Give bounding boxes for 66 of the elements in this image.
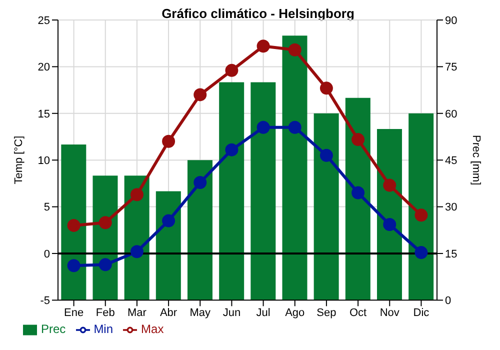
- point: [194, 88, 207, 102]
- point: [130, 245, 144, 258]
- y2-tick-label: 90: [445, 14, 458, 27]
- point: [130, 188, 144, 202]
- point: [98, 216, 112, 230]
- point: [225, 143, 238, 156]
- x-tick-label: Abr: [160, 306, 178, 319]
- x-tick-label: Oct: [349, 306, 367, 319]
- y-tick-label: 15: [38, 108, 50, 120]
- bar: [250, 82, 276, 300]
- x-tick-label: Jun: [222, 306, 241, 319]
- bar: [282, 36, 308, 300]
- y2-tick-label: 45: [445, 154, 458, 167]
- bar: [156, 191, 181, 300]
- legend-label: Prec: [41, 322, 66, 336]
- chart-title: Gráfico climático - Helsingborg: [162, 6, 354, 21]
- x-tick-label: Nov: [380, 306, 400, 319]
- bar: [345, 98, 370, 300]
- point: [194, 176, 207, 189]
- point: [352, 186, 365, 200]
- y2-tick-label: 60: [445, 108, 458, 120]
- point: [352, 133, 365, 146]
- y-tick-label: 25: [38, 14, 50, 27]
- bar: [61, 144, 86, 300]
- y-tick-label: 10: [38, 154, 50, 167]
- y-tick-label: -5: [40, 295, 50, 308]
- point: [414, 208, 428, 222]
- point: [67, 218, 80, 232]
- point: [162, 214, 176, 228]
- point: [288, 43, 302, 56]
- point: [320, 148, 333, 162]
- bar: [187, 160, 212, 300]
- point: [320, 82, 333, 95]
- point: [383, 178, 396, 192]
- legend-label: Max: [141, 322, 164, 336]
- point: [98, 258, 112, 272]
- legend-label: Min: [94, 322, 114, 336]
- point: [67, 259, 80, 272]
- x-tick-label: Jul: [256, 306, 270, 319]
- y-axis-title: Temp [°C]: [12, 136, 25, 184]
- bar: [219, 82, 244, 300]
- x-tick-label: Sep: [316, 306, 336, 319]
- y-tick-label: 5: [44, 202, 50, 214]
- x-tick-label: Ene: [64, 306, 84, 319]
- x-tick-label: Mar: [127, 306, 147, 319]
- x-tick-label: Dic: [413, 306, 430, 319]
- y-tick-label: 20: [38, 62, 50, 74]
- point: [162, 134, 176, 148]
- bar: [376, 128, 402, 300]
- bar: [408, 113, 434, 300]
- x-tick-label: Ago: [285, 306, 305, 319]
- y2-tick-label: 0: [445, 295, 452, 308]
- x-tick-label: May: [190, 306, 212, 319]
- point: [383, 218, 396, 232]
- y2-axis-title: Prec [mm]: [470, 135, 482, 186]
- point: [225, 64, 238, 77]
- y2-tick-label: 30: [445, 202, 458, 214]
- y2-tick-label: 15: [445, 248, 458, 260]
- point: [414, 246, 428, 260]
- bar: [314, 113, 339, 300]
- y-tick-label: 0: [44, 248, 50, 260]
- y2-tick-label: 75: [445, 62, 458, 74]
- point: [288, 120, 302, 134]
- x-tick-label: Feb: [96, 306, 115, 319]
- point: [256, 120, 270, 134]
- point: [256, 40, 270, 53]
